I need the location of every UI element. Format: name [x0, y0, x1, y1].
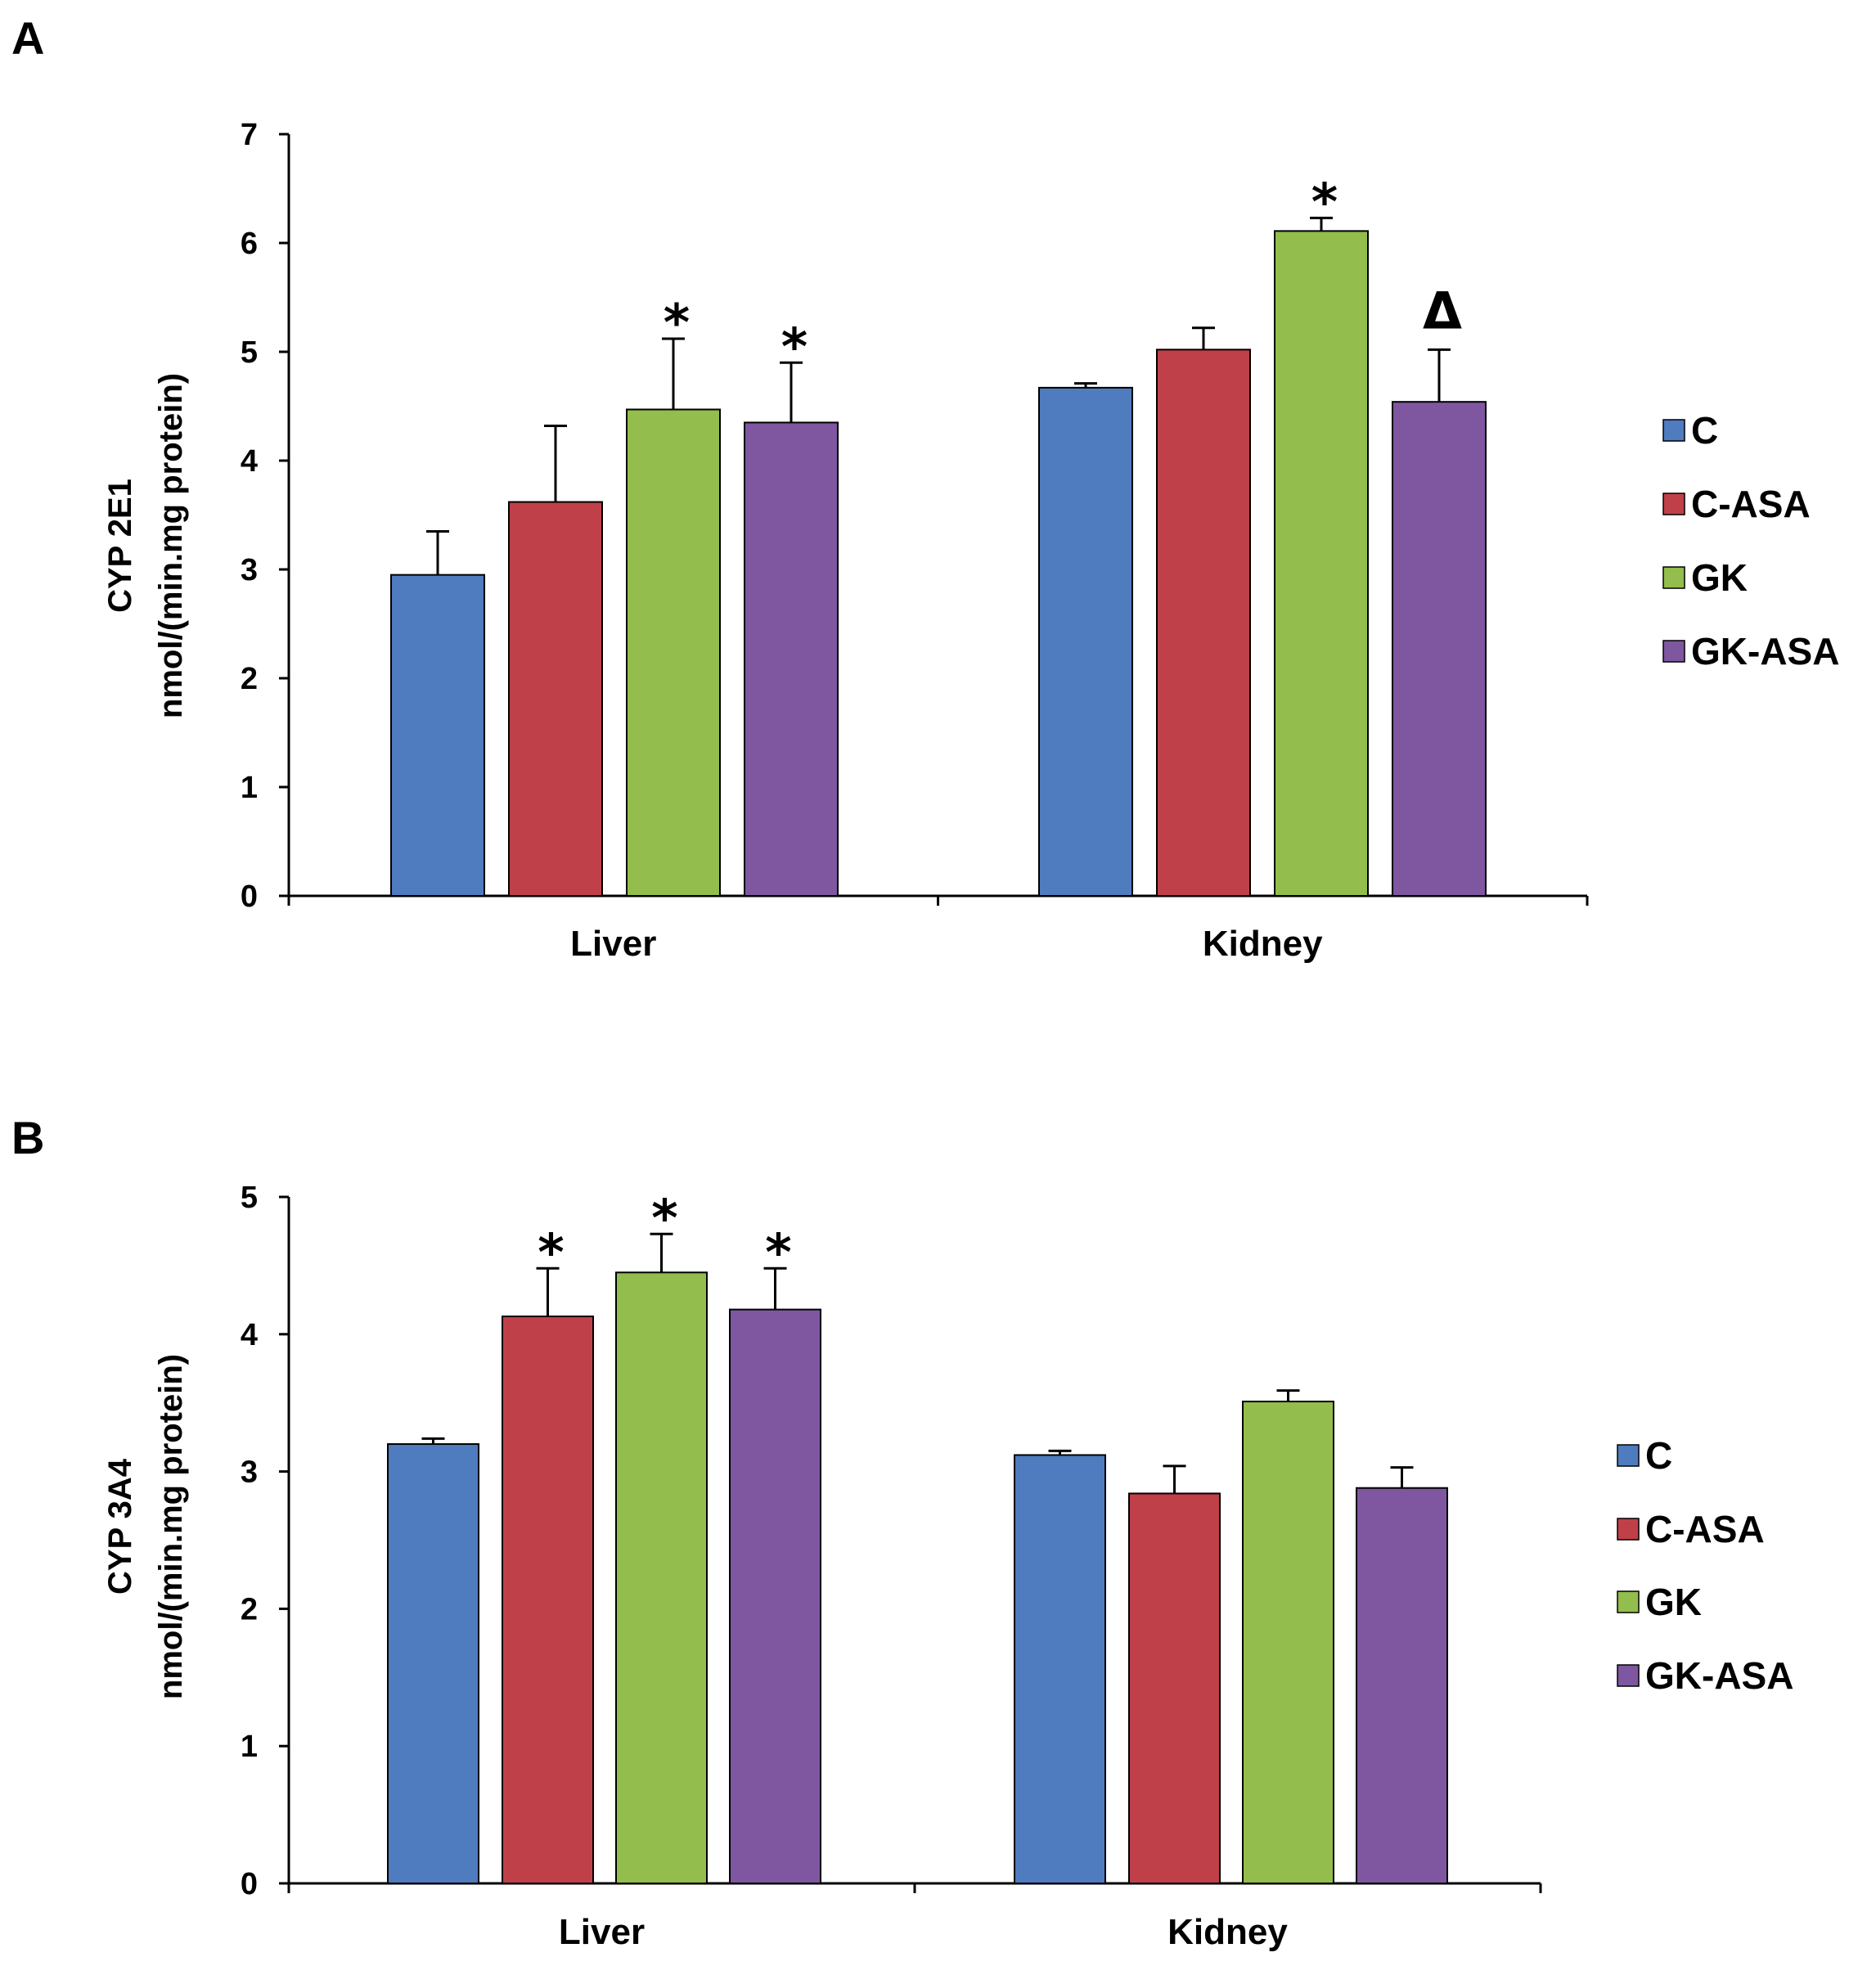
- plot-area-b: 0 1 2 3 4 5 Liver Kidney * * * C C-ASA GK GK-ASA: [241, 1181, 1794, 1952]
- bar: [615, 1271, 708, 1885]
- y-tick-label: 1: [241, 1730, 258, 1764]
- y-axis-label-line1: CYP 3A4: [102, 1458, 138, 1595]
- bar: [1274, 230, 1369, 897]
- bar: [744, 421, 839, 897]
- panel-label-a: A: [11, 12, 44, 64]
- legend-label: C-ASA: [1645, 1508, 1765, 1550]
- legend-swatch: [1617, 1444, 1640, 1467]
- y-tick-label: 3: [241, 553, 258, 587]
- legend-label: GK-ASA: [1691, 630, 1839, 673]
- bar: [1128, 1492, 1221, 1884]
- y-tick-label: 0: [241, 1867, 258, 1901]
- legend-label: GK: [1645, 1581, 1702, 1623]
- legend-swatch: [1617, 1518, 1640, 1541]
- y-axis-label-line2: nmol/(min.mg protein): [153, 373, 189, 718]
- panel-a: A CYP 2E1 nmol/(min.mg protein) 0 1 2 3 4 5 6 7…: [11, 12, 1839, 964]
- significance-delta: Δ: [1423, 281, 1462, 340]
- x-category-label: Liver: [559, 1912, 645, 1952]
- bar: [387, 1443, 479, 1885]
- y-tick-label: 4: [241, 1318, 258, 1352]
- legend-label: C-ASA: [1691, 483, 1811, 525]
- x-category-label: Kidney: [1203, 924, 1323, 964]
- bar: [1392, 401, 1487, 897]
- significance-asterisk: *: [1311, 172, 1338, 232]
- bar: [729, 1308, 821, 1884]
- panel-label-b: B: [11, 1112, 44, 1163]
- legend-swatch: [1617, 1664, 1640, 1687]
- legend-label: C: [1645, 1434, 1672, 1477]
- significance-asterisk: *: [664, 293, 690, 353]
- bar: [1156, 349, 1251, 897]
- bar: [502, 1315, 594, 1884]
- legend-swatch: [1662, 640, 1685, 663]
- y-axis-label-line2: nmol/(min.mg protein): [153, 1354, 189, 1699]
- significance-asterisk: *: [765, 1222, 791, 1282]
- legend-label: C: [1691, 409, 1718, 452]
- y-tick-label: 5: [241, 335, 258, 370]
- x-category-label: Liver: [570, 924, 656, 964]
- plot-area-a: 0 1 2 3 4 5 6 7 Liver Kidney * * * Δ C C-ASA GK GK-ASA: [241, 118, 1840, 964]
- significance-asterisk: *: [538, 1222, 564, 1282]
- x-category-label: Kidney: [1167, 1912, 1288, 1952]
- panel-b: B CYP 3A4 nmol/(min.mg protein) 0 1 2 3 4 5 Li…: [11, 1112, 1793, 1952]
- bar: [1242, 1401, 1334, 1884]
- bar: [1014, 1454, 1106, 1884]
- y-axis-label-line1: CYP 2E1: [102, 479, 138, 613]
- y-tick-label: 4: [241, 444, 258, 479]
- legend-label: GK-ASA: [1645, 1654, 1793, 1697]
- significance-asterisk: *: [781, 317, 808, 376]
- legend-swatch: [1662, 566, 1685, 589]
- y-tick-label: 0: [241, 880, 258, 914]
- legend-swatch: [1662, 419, 1685, 442]
- significance-asterisk: *: [651, 1188, 677, 1248]
- y-tick-label: 7: [241, 118, 258, 152]
- y-tick-label: 3: [241, 1455, 258, 1490]
- legend-swatch: [1662, 493, 1685, 515]
- legend-swatch: [1617, 1590, 1640, 1613]
- bar: [508, 501, 603, 897]
- y-tick-label: 2: [241, 662, 258, 696]
- bar: [390, 574, 485, 898]
- y-tick-label: 5: [241, 1181, 258, 1215]
- legend-label: GK: [1691, 556, 1748, 599]
- y-tick-label: 2: [241, 1592, 258, 1626]
- y-tick-label: 6: [241, 227, 258, 261]
- y-tick-label: 1: [241, 771, 258, 805]
- bar: [1356, 1487, 1448, 1884]
- bar: [626, 408, 721, 897]
- bar: [1038, 386, 1133, 897]
